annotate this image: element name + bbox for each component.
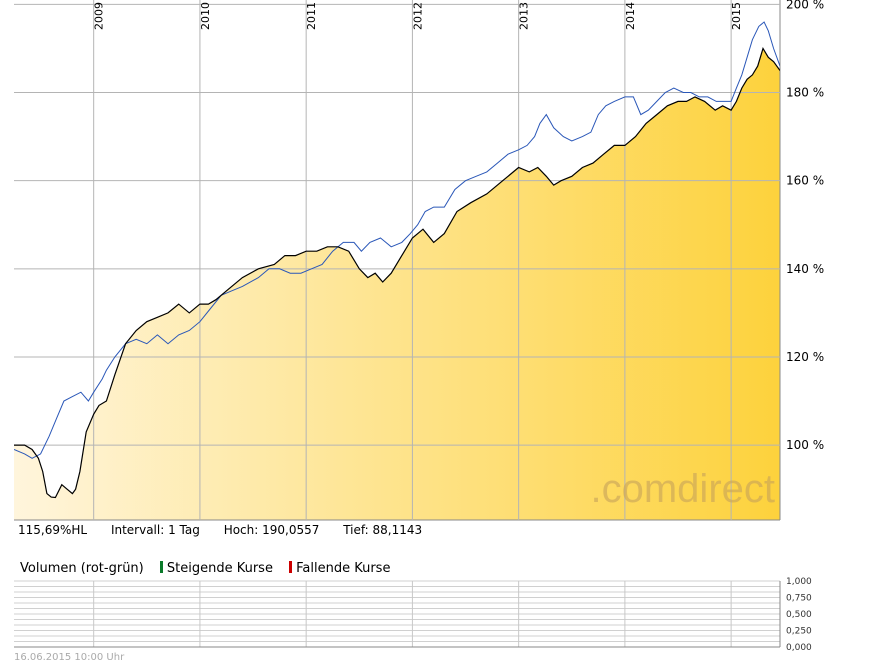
high-label: Hoch: 190,0557 xyxy=(223,523,320,537)
hl-label: 115,69%HL xyxy=(18,523,88,537)
main-series-line xyxy=(14,47,780,499)
y-tick-label: 100 % xyxy=(786,438,824,452)
volume-legend: Volumen (rot-grün) Steigende Kurse Falle… xyxy=(20,561,390,576)
y-tick-label: 160 % xyxy=(786,174,824,188)
compare-series-line xyxy=(14,21,780,459)
volume-legend-title: Volumen (rot-grün) xyxy=(20,561,144,576)
low-label: Tief: 88,1143 xyxy=(343,523,423,537)
x-tick-label: 2013 xyxy=(518,2,531,30)
interval-label: Intervall: 1 Tag xyxy=(110,523,200,537)
x-tick-label: 2009 xyxy=(93,2,106,30)
comdirect-watermark: .comdirect xyxy=(591,467,776,511)
x-tick-label: 2010 xyxy=(199,2,212,30)
x-tick-label: 2014 xyxy=(624,2,637,30)
volume-tick-label: 1,000 xyxy=(786,577,812,587)
y-tick-label: 180 % xyxy=(786,86,824,100)
volume-tick-label: 0,000 xyxy=(786,643,812,653)
x-tick-label: 2015 xyxy=(730,2,743,30)
volume-tick-label: 0,750 xyxy=(786,594,812,604)
y-tick-label: 140 % xyxy=(786,262,824,276)
x-tick-label: 2011 xyxy=(305,2,318,30)
falling-label: Fallende Kurse xyxy=(296,561,391,576)
timestamp-footer: 16.06.2015 10:00 Uhr xyxy=(14,652,125,663)
info-bar: 115,69%HL Intervall: 1 Tag Hoch: 190,055… xyxy=(18,523,442,537)
y-tick-label: 200 % xyxy=(786,0,824,11)
rising-label: Steigende Kurse xyxy=(166,561,273,576)
volume-tick-label: 0,500 xyxy=(786,610,812,620)
rising-swatch xyxy=(159,561,163,573)
volume-tick-label: 0,250 xyxy=(786,627,812,637)
falling-swatch xyxy=(289,561,293,573)
x-tick-label: 2012 xyxy=(411,2,424,30)
main-series-area xyxy=(14,48,780,520)
y-tick-label: 120 % xyxy=(786,350,824,364)
